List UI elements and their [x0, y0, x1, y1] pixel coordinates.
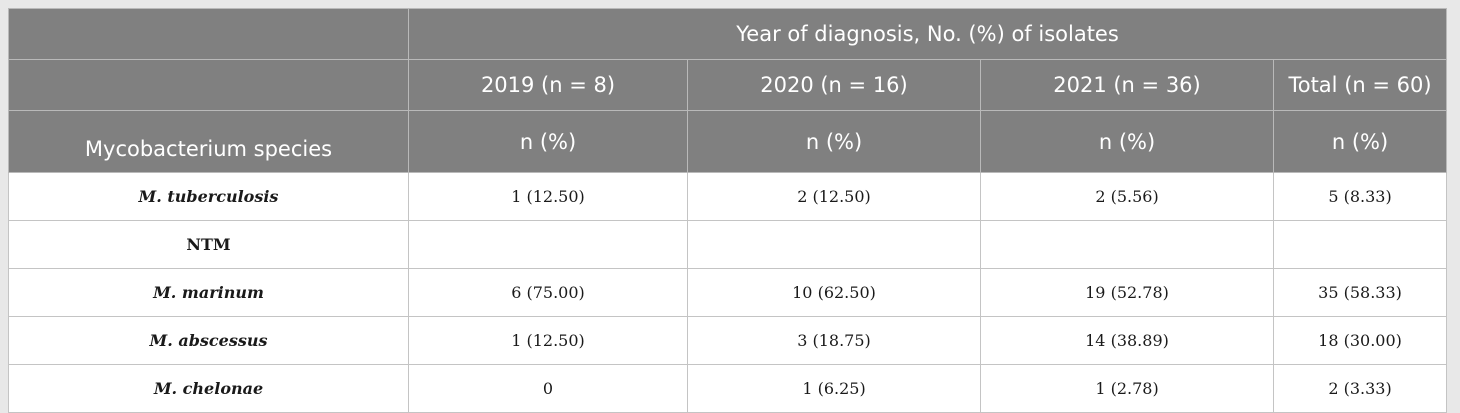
value-cell: 2 (12.50): [687, 172, 981, 221]
value-cell: 1 (2.78): [980, 364, 1274, 413]
value-cell: 35 (58.33): [1272, 268, 1448, 317]
species-cell: M. marinum: [8, 268, 409, 317]
year-header-2019: 2019 (n = 8): [408, 59, 688, 111]
value-cell: 0: [408, 364, 688, 413]
table-row: NTM: [8, 220, 1448, 269]
value-cell: [1272, 220, 1448, 269]
value-cell: 3 (18.75): [687, 316, 981, 365]
header-blank-cell: [8, 59, 409, 111]
isolates-table: Year of diagnosis, No. (%) of isolates 2…: [8, 8, 1448, 413]
unit-header: n (%): [980, 110, 1274, 173]
value-cell: 19 (52.78): [980, 268, 1274, 317]
species-cell: M. abscessus: [8, 316, 409, 365]
species-column-header: Mycobacterium species: [8, 110, 409, 173]
unit-header: n (%): [1272, 110, 1448, 173]
header-row-years: 2019 (n = 8) 2020 (n = 16) 2021 (n = 36)…: [8, 59, 1448, 111]
table-header: Year of diagnosis, No. (%) of isolates 2…: [8, 8, 1448, 173]
value-cell: [687, 220, 981, 269]
value-cell: 18 (30.00): [1272, 316, 1448, 365]
species-group-cell: NTM: [8, 220, 409, 269]
value-cell: [408, 220, 688, 269]
value-cell: 14 (38.89): [980, 316, 1274, 365]
value-cell: 2 (5.56): [980, 172, 1274, 221]
table-row: M. chelonae 0 1 (6.25) 1 (2.78) 2 (3.33): [8, 364, 1448, 413]
group-header: Year of diagnosis, No. (%) of isolates: [407, 8, 1448, 60]
value-cell: 1 (12.50): [408, 172, 688, 221]
table-row: M. tuberculosis 1 (12.50) 2 (12.50) 2 (5…: [8, 172, 1448, 221]
species-cell: M. chelonae: [8, 364, 409, 413]
value-cell: [980, 220, 1274, 269]
table-row: M. abscessus 1 (12.50) 3 (18.75) 14 (38.…: [8, 316, 1448, 365]
value-cell: 1 (12.50): [408, 316, 688, 365]
value-cell: 5 (8.33): [1272, 172, 1448, 221]
table-container: Year of diagnosis, No. (%) of isolates 2…: [8, 8, 1448, 413]
value-cell: 2 (3.33): [1272, 364, 1448, 413]
table-row: M. marinum 6 (75.00) 10 (62.50) 19 (52.7…: [8, 268, 1448, 317]
unit-header: n (%): [408, 110, 688, 173]
value-cell: 6 (75.00): [408, 268, 688, 317]
table-body: M. tuberculosis 1 (12.50) 2 (12.50) 2 (5…: [8, 172, 1448, 413]
header-blank-cell: [8, 8, 409, 60]
unit-header: n (%): [687, 110, 981, 173]
year-header-2021: 2021 (n = 36): [980, 59, 1274, 111]
value-cell: 1 (6.25): [687, 364, 981, 413]
header-row-group: Year of diagnosis, No. (%) of isolates: [8, 8, 1448, 60]
header-row-units: Mycobacterium species n (%) n (%) n (%) …: [8, 110, 1448, 173]
value-cell: 10 (62.50): [687, 268, 981, 317]
species-cell: M. tuberculosis: [8, 172, 409, 221]
year-header-total: Total (n = 60): [1272, 59, 1448, 111]
year-header-2020: 2020 (n = 16): [687, 59, 981, 111]
